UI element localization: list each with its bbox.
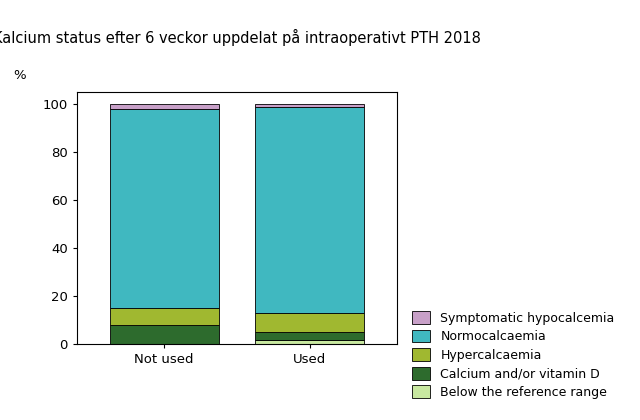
Bar xyxy=(109,308,219,325)
Y-axis label: %: % xyxy=(13,69,26,82)
Bar xyxy=(255,340,364,344)
Legend: Symptomatic hypocalcemia, Normocalcaemia, Hypercalcaemia, Calcium and/or vitamin: Symptomatic hypocalcemia, Normocalcaemia… xyxy=(406,305,621,405)
Text: Kalcium status efter 6 veckor uppdelat på intraoperativt PTH 2018: Kalcium status efter 6 veckor uppdelat p… xyxy=(0,29,481,47)
Bar xyxy=(109,325,219,344)
Bar xyxy=(109,105,219,109)
Bar xyxy=(255,107,364,313)
Bar xyxy=(255,332,364,340)
Bar xyxy=(255,313,364,332)
Bar xyxy=(109,109,219,308)
Bar xyxy=(255,105,364,107)
